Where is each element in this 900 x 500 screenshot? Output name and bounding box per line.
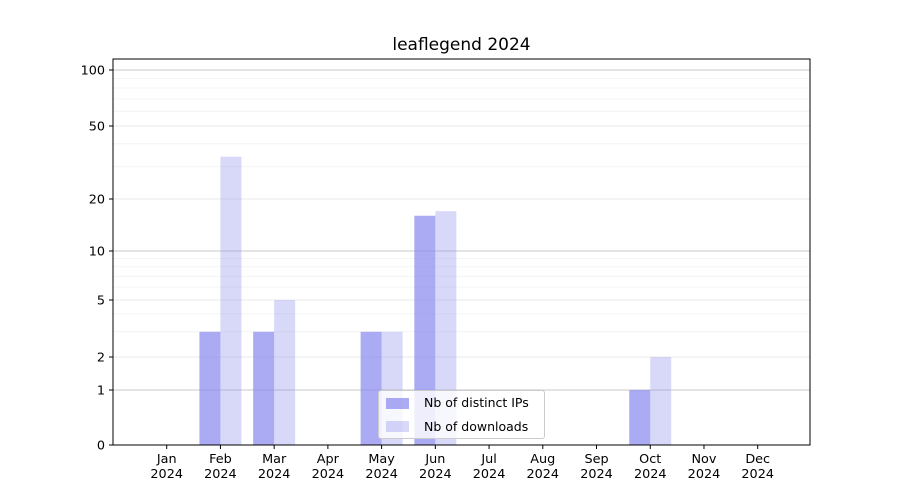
bar-distinct-ips-oct xyxy=(629,390,651,445)
y-tick-label: 2 xyxy=(97,350,105,365)
x-tick-label: Oct 2024 xyxy=(634,452,667,482)
chart-title: leaflegend 2024 xyxy=(392,35,531,55)
y-tick-label: 50 xyxy=(89,119,105,134)
legend-swatch-distinct-ips-icon xyxy=(386,397,409,409)
x-tick-label: Jul 2024 xyxy=(473,452,506,482)
bar-downloads-mar xyxy=(274,300,296,445)
legend-label-downloads: Nb of downloads xyxy=(424,418,529,434)
x-tick-label: Jun 2024 xyxy=(419,452,452,482)
x-tick-label: Dec 2024 xyxy=(741,452,774,482)
x-tick-label: Feb 2024 xyxy=(204,452,237,482)
x-tick-label: Jan 2024 xyxy=(150,452,183,482)
x-tick-label: Apr 2024 xyxy=(312,452,345,482)
y-tick-label: 20 xyxy=(89,192,105,207)
bar-downloads-feb xyxy=(220,156,242,446)
x-tick-label: Nov 2024 xyxy=(688,452,721,482)
legend: Nb of distinct IPs Nb of downloads xyxy=(378,390,545,439)
bar-distinct-ips-jun xyxy=(414,215,436,445)
x-tick-label: Aug 2024 xyxy=(527,452,560,482)
legend-entry-distinct-ips: Nb of distinct IPs xyxy=(386,395,536,410)
bar-distinct-ips-feb xyxy=(199,331,221,445)
y-tick-label: 10 xyxy=(89,244,105,259)
legend-label-distinct-ips: Nb of distinct IPs xyxy=(424,395,529,410)
bar-distinct-ips-mar xyxy=(253,331,275,445)
bar-distinct-ips-may xyxy=(360,331,382,445)
y-tick-label: 100 xyxy=(81,63,105,78)
x-tick-label: Mar 2024 xyxy=(258,452,291,482)
x-tick-label: May 2024 xyxy=(365,452,398,482)
bar-downloads-oct xyxy=(650,357,672,445)
bar-downloads-jun xyxy=(435,211,457,445)
y-tick-label: 1 xyxy=(97,383,105,398)
y-tick-label: 5 xyxy=(97,293,105,308)
axes-spines xyxy=(112,58,811,446)
x-tick-label: Sep 2024 xyxy=(580,452,613,482)
legend-entry-downloads: Nb of downloads xyxy=(386,418,536,434)
y-tick-label: 0 xyxy=(97,438,105,453)
legend-swatch-downloads-icon xyxy=(386,421,409,433)
